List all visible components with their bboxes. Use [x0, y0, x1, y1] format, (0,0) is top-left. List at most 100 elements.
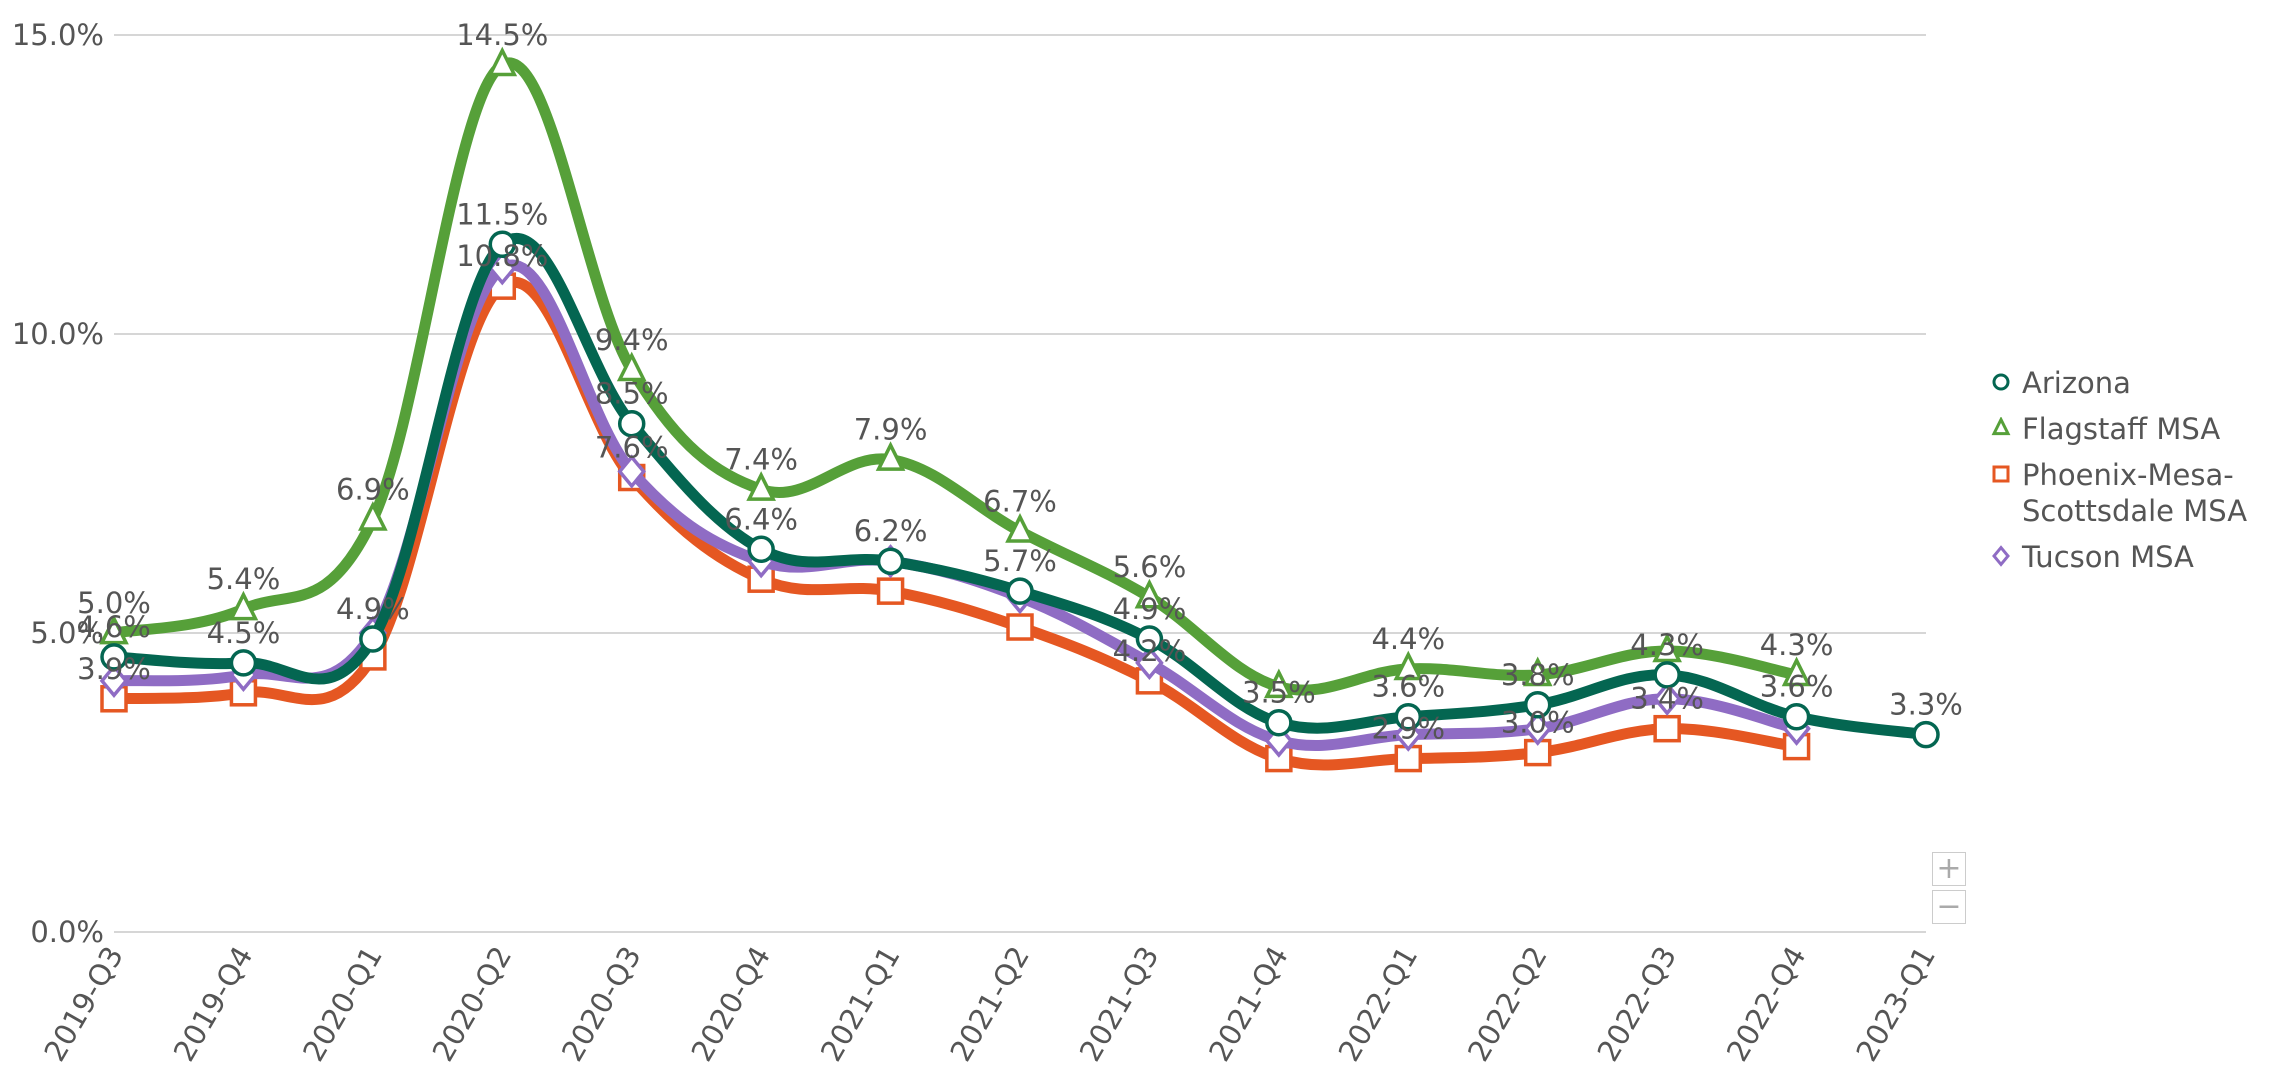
data-point-diamond [99, 663, 129, 698]
legend-item[interactable]: Phoenix-Mesa-Scottsdale MSA [1990, 457, 2282, 529]
data-point-triangle [1781, 656, 1812, 687]
data-label: 4.3% [1630, 628, 1704, 662]
data-label: 6.9% [336, 472, 410, 506]
legend-marker [1992, 373, 2010, 391]
legend-item[interactable]: Arizona [1990, 365, 2282, 401]
data-label: 4.3% [1760, 628, 1834, 662]
legend-marker [1991, 417, 2011, 436]
data-label: 7.9% [854, 413, 928, 447]
data-point-circle [1135, 625, 1164, 653]
x-tick-label: 2022-Q3 [1590, 941, 1683, 1068]
data-label: 3.6% [1371, 670, 1445, 704]
series-flagstaff-msa [99, 46, 1812, 699]
legend-label: Tucson MSA [2022, 540, 2194, 574]
x-tick-label: 2021-Q2 [943, 941, 1036, 1068]
legend: Arizona Flagstaff MSA Phoenix-Mesa-Scottsd… [1990, 365, 2282, 585]
data-point-diamond [1523, 711, 1552, 746]
data-label: 11.5% [456, 197, 548, 231]
x-tick-label: 2019-Q4 [167, 941, 260, 1068]
data-point-square [876, 577, 905, 605]
data-label: 6.4% [724, 502, 798, 536]
data-point-triangle [1393, 650, 1424, 681]
x-tick-label: 2021-Q3 [1073, 941, 1166, 1068]
x-tick-label: 2020-Q3 [555, 941, 648, 1068]
data-point-circle [1265, 708, 1293, 737]
zoom-out-button[interactable]: − [1932, 890, 1966, 924]
data-label: 9.4% [595, 323, 669, 357]
data-label: 3.9% [77, 652, 151, 686]
y-tick-label: 5.0% [30, 616, 104, 650]
data-point-triangle [1134, 578, 1165, 609]
y-tick-label: 10.0% [12, 317, 104, 351]
data-point-diamond [1135, 645, 1164, 681]
data-point-triangle [1005, 513, 1035, 543]
series-phoenix-mesa-scottsdale-msa [100, 272, 1811, 773]
data-point-triangle [99, 614, 129, 645]
x-tick-label: 2022-Q4 [1720, 941, 1813, 1068]
data-point-triangle [1264, 668, 1294, 699]
series-line [108, 233, 1932, 741]
data-point-triangle [358, 501, 388, 531]
x-tick-label: 2020-Q1 [296, 941, 389, 1068]
x-tick-label: 2020-Q2 [426, 941, 519, 1068]
y-tick-label: 15.0% [12, 18, 104, 52]
data-point-square [1653, 714, 1681, 743]
data-point-triangle [616, 351, 647, 382]
legend-label: Phoenix-Mesa-Scottsdale MSA [2022, 458, 2248, 528]
diamond-icon [1992, 545, 2010, 567]
legend-label: Arizona [2022, 366, 2131, 400]
legend-label: Flagstaff MSA [2022, 412, 2221, 446]
series-arizona [100, 230, 1940, 749]
series-line [108, 57, 1803, 696]
data-label: 7.6% [595, 431, 669, 465]
triangle-icon [1991, 417, 2011, 436]
x-tick-label: 2019-Q3 [37, 941, 130, 1068]
data-point-circle [229, 649, 258, 677]
data-point-diamond [617, 454, 646, 489]
data-point-circle [1782, 702, 1811, 731]
data-point-square [1006, 613, 1034, 641]
data-label: 5.0% [77, 586, 151, 620]
data-point-circle [359, 625, 387, 653]
zoom-in-button[interactable]: + [1932, 852, 1966, 886]
data-label: 6.7% [983, 484, 1057, 518]
data-point-circle [1394, 702, 1423, 731]
x-tick-label: 2023-Q1 [1849, 941, 1942, 1068]
data-label: 4.9% [336, 592, 410, 626]
data-point-circle [617, 409, 646, 438]
data-label: 4.2% [1113, 634, 1187, 668]
data-point-diamond [1652, 681, 1682, 716]
data-point-circle [1912, 720, 1940, 749]
data-point-circle [488, 230, 517, 259]
data-label: 8.5% [595, 377, 669, 411]
data-point-triangle [487, 46, 518, 77]
data-point-triangle [1522, 656, 1553, 687]
data-point-circle [100, 643, 128, 671]
data-point-circle [1006, 577, 1034, 605]
legend-item[interactable]: Flagstaff MSA [1990, 411, 2282, 447]
data-point-triangle [875, 441, 906, 471]
data-label: 2.9% [1371, 712, 1445, 746]
data-label: 4.6% [77, 610, 151, 644]
legend-item[interactable]: Tucson MSA [1990, 539, 2282, 575]
legend-marker [1992, 545, 2010, 567]
data-label: 7.4% [724, 442, 798, 476]
x-tick-label: 2022-Q1 [1332, 941, 1425, 1068]
data-label: 4.4% [1371, 622, 1445, 656]
data-point-circle [876, 547, 905, 575]
data-label: 3.6% [1760, 670, 1834, 704]
data-label: 3.4% [1630, 682, 1704, 716]
data-label: 5.4% [207, 562, 281, 596]
data-label: 6.2% [854, 514, 928, 548]
data-point-triangle [746, 471, 776, 501]
data-point-triangle [1652, 632, 1682, 663]
x-tick-label: 2022-Q2 [1461, 941, 1554, 1068]
data-label: 4.5% [207, 616, 281, 650]
data-label: 3.0% [1501, 706, 1575, 740]
data-label: 10.8% [456, 239, 548, 273]
data-label: 5.7% [983, 544, 1057, 578]
data-label: 3.3% [1889, 688, 1963, 722]
square-icon [1992, 465, 2010, 483]
data-label: 4.9% [1113, 592, 1187, 626]
